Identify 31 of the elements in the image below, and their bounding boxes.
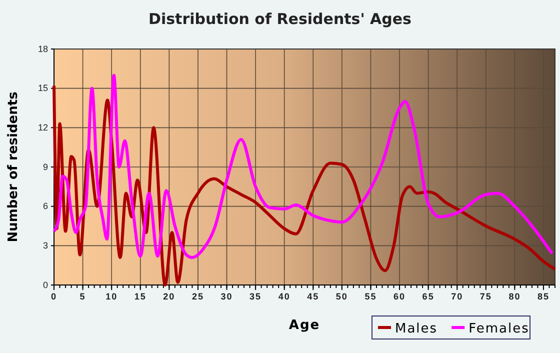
x-tick-label: 0 [50,291,58,302]
y-axis-title: Number of residents [6,91,21,242]
x-tick-label: 55 [364,291,377,302]
y-tick-label: 12 [38,122,48,133]
x-tick-label: 70 [451,291,464,302]
y-tick-label: 9 [42,162,48,172]
x-tick-label: 50 [336,291,348,302]
y-tick-label: 15 [38,83,48,94]
x-tick-label: 25 [192,291,204,302]
x-tick-label: 65 [422,291,434,302]
x-tick-label: 80 [508,291,521,302]
line-series [52,74,554,259]
legend-label: Females [468,322,530,336]
y-tick-label: 0 [42,280,48,290]
y-tick-label: 3 [42,240,48,251]
x-tick-label: 5 [80,291,86,302]
x-tick-label: 10 [106,291,118,302]
x-axis-title: Age [288,318,320,333]
x-tick-label: 40 [278,291,290,302]
x-tick-label: 85 [537,291,550,302]
legend-label: Males [395,322,438,336]
x-tick-label: 45 [307,291,320,302]
x-tick-label: 20 [163,291,176,302]
y-tick-label: 18 [38,44,48,54]
x-tick-label: 30 [220,291,233,302]
x-tick-label: 15 [134,291,146,302]
x-tick-label: 60 [394,291,406,302]
x-tick-label: 75 [480,291,492,302]
x-tick-label: 35 [250,291,262,302]
chart-title: Distribution of Residents' Ages [148,10,412,28]
y-tick-label: 6 [42,201,48,212]
